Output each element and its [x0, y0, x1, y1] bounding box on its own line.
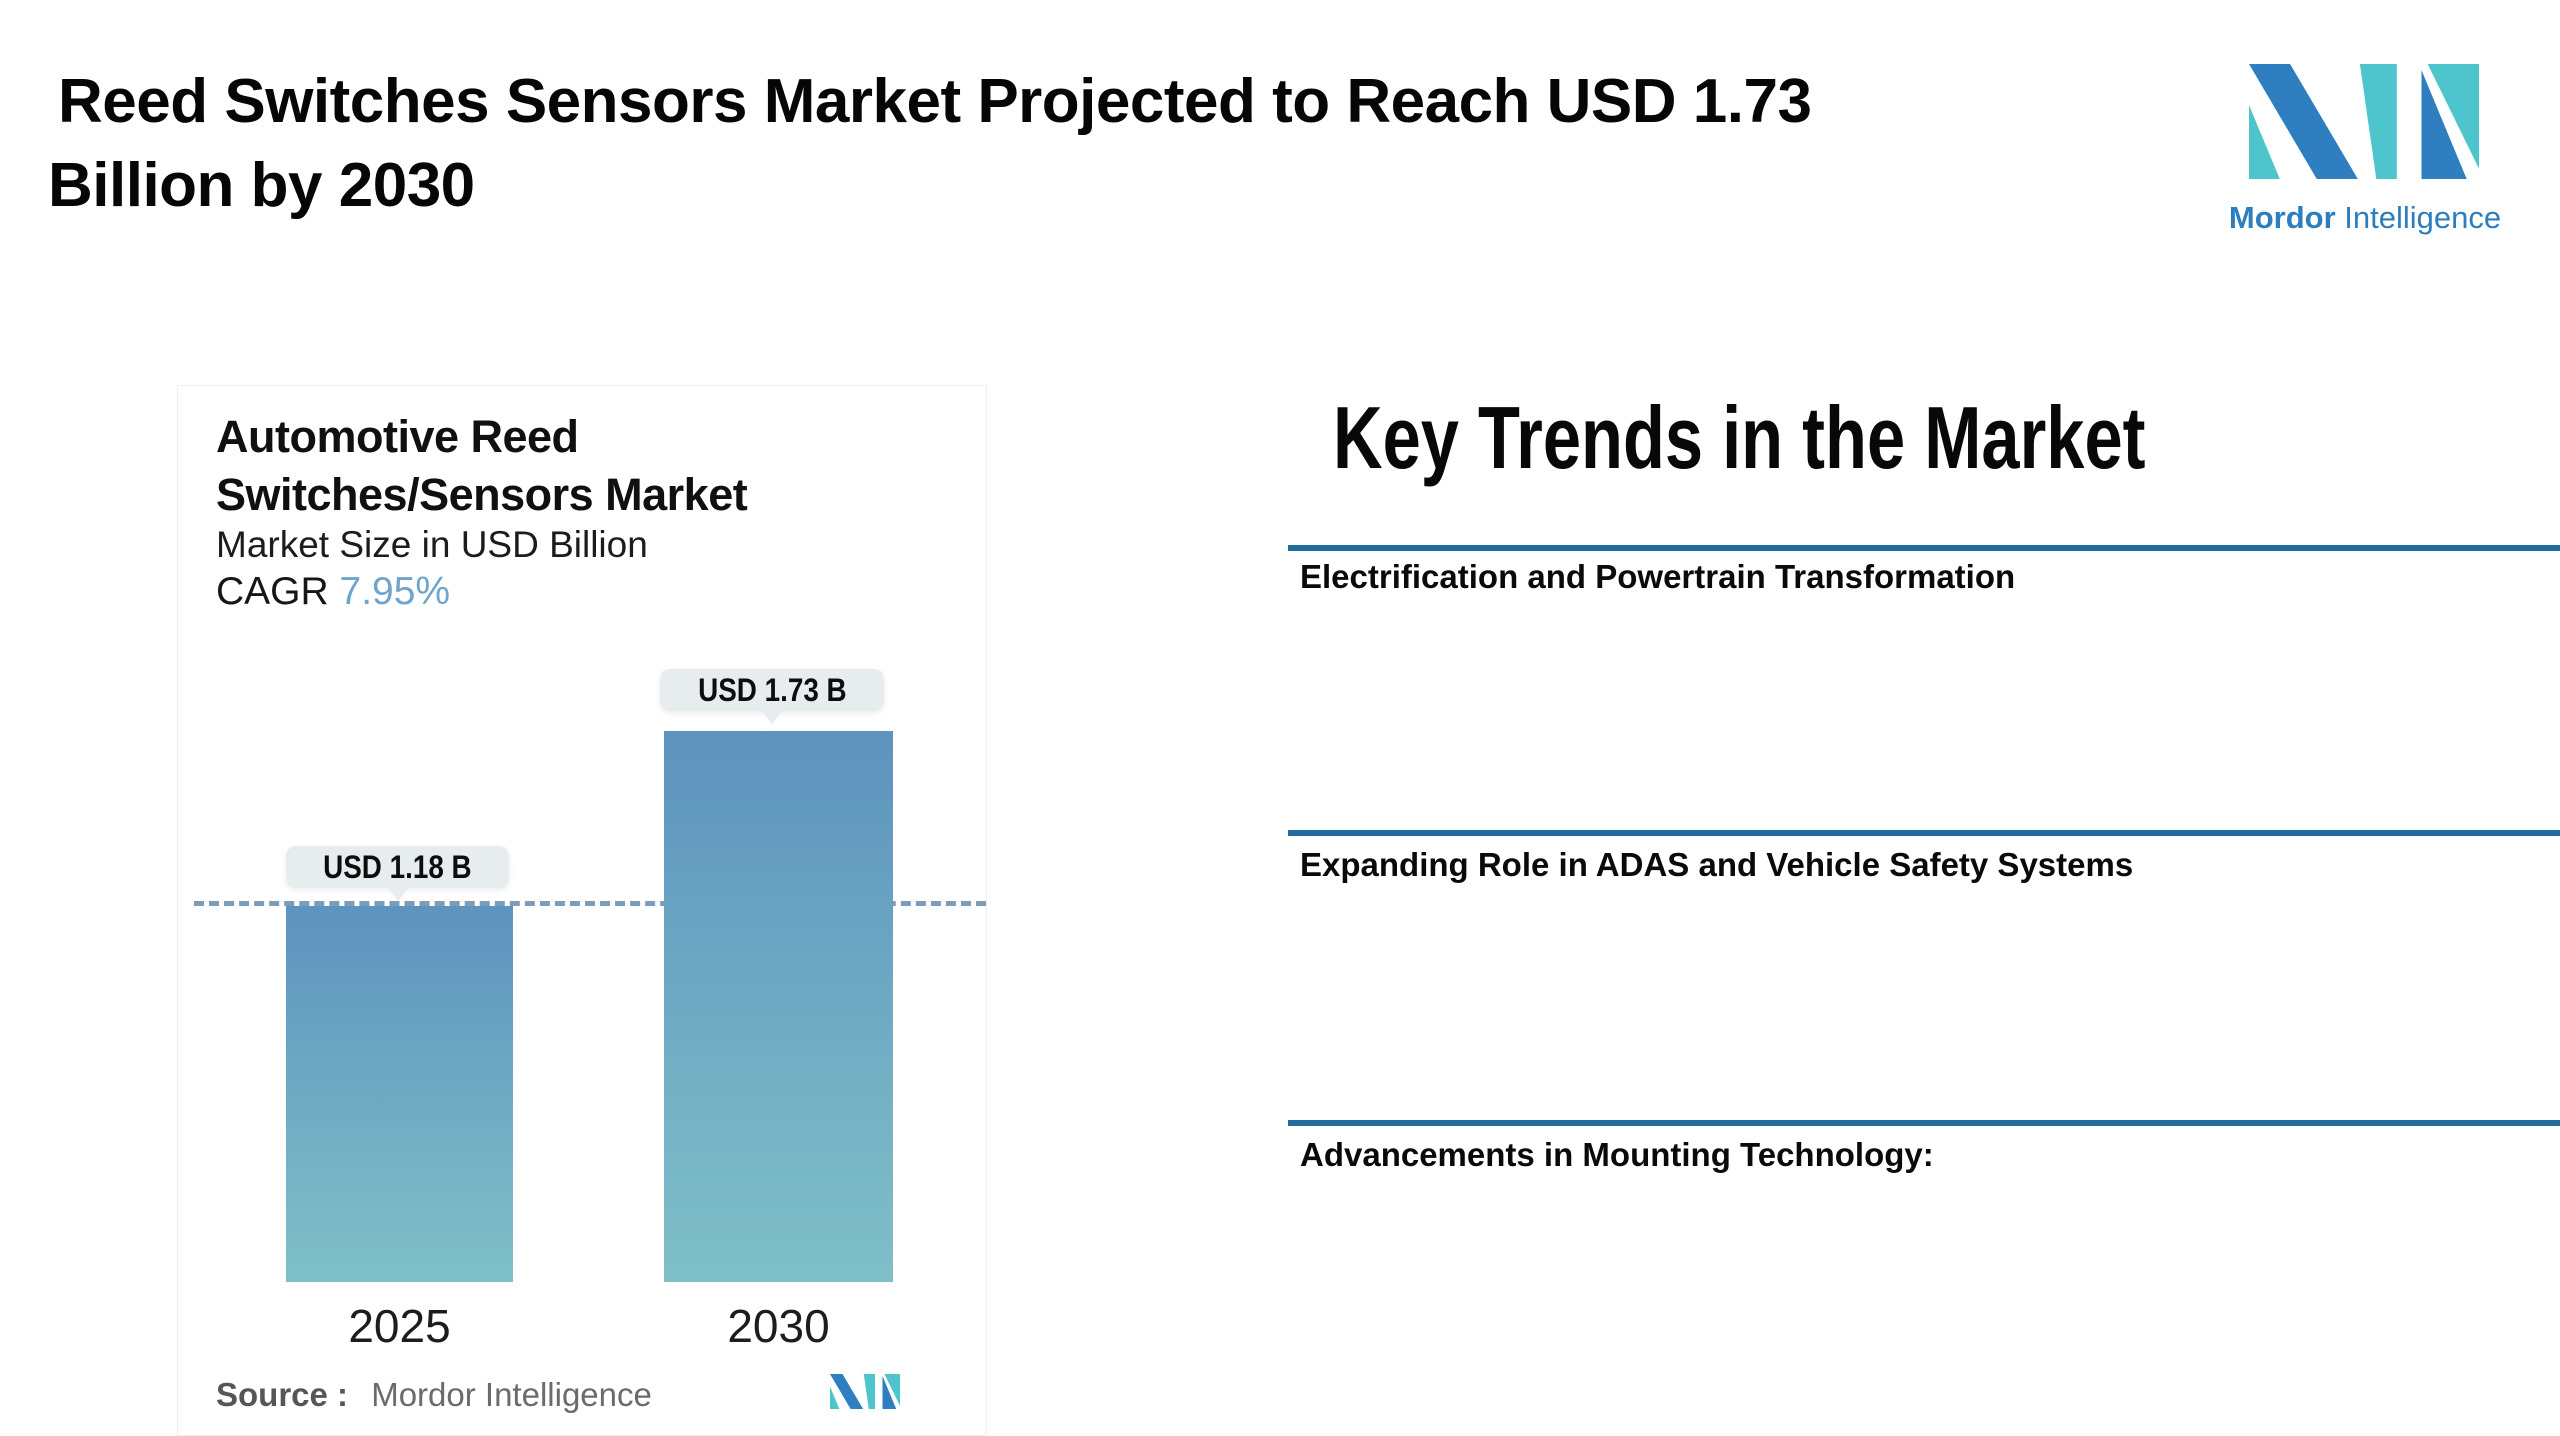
trend-divider-3: [1288, 1120, 2560, 1126]
source-value: Mordor Intelligence: [371, 1376, 652, 1413]
source-row: Source : Mordor Intelligence: [216, 1376, 652, 1414]
chart-subtitle: Market Size in USD Billion: [216, 524, 648, 565]
brand-logo-card: Mordor Intelligence: [2205, 0, 2525, 318]
value-label-2025-text: USD 1.18 B: [323, 848, 472, 885]
x-axis-label-2030: 2030: [727, 1300, 830, 1352]
mordor-intelligence-logo-icon: [2249, 64, 2479, 179]
source-label: Source :: [216, 1376, 349, 1413]
trend-title-adas: Expanding Role in ADAS and Vehicle Safet…: [1300, 846, 2134, 883]
page-title-line2: Billion by 2030: [48, 151, 475, 220]
cagr-row: CAGR 7.95%: [216, 570, 450, 614]
brand-name-light: Intelligence: [2344, 200, 2502, 235]
trend-divider-2: [1288, 830, 2560, 836]
trend-divider-1: [1288, 545, 2560, 551]
brand-wordmark: Mordor Intelligence: [2205, 200, 2525, 236]
value-label-2025: USD 1.18 B: [286, 846, 509, 901]
chart-title: Automotive Reed Switches/Sensors Market: [216, 411, 748, 520]
page-title: Reed Switches Sensors Market Projected t…: [48, 60, 2028, 228]
cagr-value: 7.95%: [339, 570, 451, 613]
trend-title-mounting: Advancements in Mounting Technology:: [1300, 1136, 1934, 1173]
value-label-2030-text: USD 1.73 B: [697, 671, 847, 708]
trend-title-electrification: Electrification and Powertrain Transform…: [1300, 558, 2016, 595]
mordor-intelligence-mini-logo-icon: [830, 1374, 900, 1409]
brand-name-bold: Mordor: [2228, 200, 2336, 235]
value-label-2030: USD 1.73 B: [660, 669, 884, 724]
trends-heading: Key Trends in the Market: [1333, 388, 2146, 487]
reference-dashed-line: [194, 901, 986, 906]
page-title-line1: Reed Switches Sensors Market Projected t…: [58, 67, 1812, 136]
bar-2025: [286, 906, 513, 1282]
market-chart-card: Automotive Reed Switches/Sensors Market …: [177, 385, 987, 1436]
x-axis-label-2025: 2025: [348, 1300, 451, 1352]
bar-2030: [664, 731, 893, 1282]
cagr-label: CAGR: [216, 570, 329, 613]
